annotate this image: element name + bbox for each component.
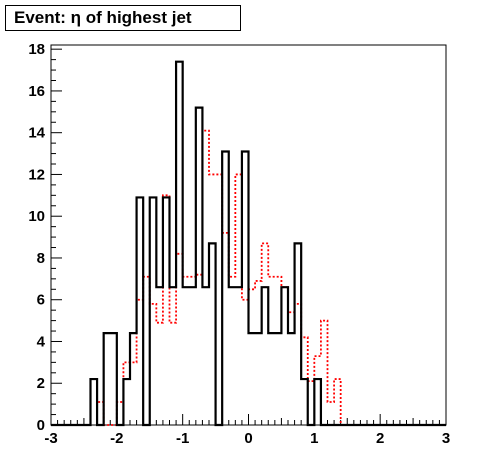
x-tick-label: -3 [44,430,57,447]
y-tick-label: 2 [37,375,45,392]
y-tick-label: 16 [28,83,45,100]
y-tick-label: 12 [28,166,45,183]
y-tick-label: 18 [28,41,45,58]
series-dotted-red-line [51,129,446,426]
x-tick-label: 3 [442,430,450,447]
y-tick-label: 6 [37,292,45,309]
x-tick-label: 0 [244,430,252,447]
y-tick-label: 8 [37,250,45,267]
x-tick-label: -2 [110,430,123,447]
y-tick-label: 14 [28,125,45,142]
x-axis: -3 -2 -1 0 1 2 3 [44,414,450,447]
series-layer [51,60,446,427]
chart-title: Event: η of highest jet [5,5,241,31]
x-tick-label: 1 [310,430,318,447]
x-tick-label: -1 [176,430,189,447]
y-axis: 0 2 4 6 8 10 12 14 16 18 [28,41,62,434]
y-tick-label: 10 [28,208,45,225]
y-tick-label: 4 [37,333,46,350]
y-tick-label: 0 [37,417,45,434]
x-tick-label: 2 [376,430,384,447]
series-solid-black-line [51,60,446,427]
